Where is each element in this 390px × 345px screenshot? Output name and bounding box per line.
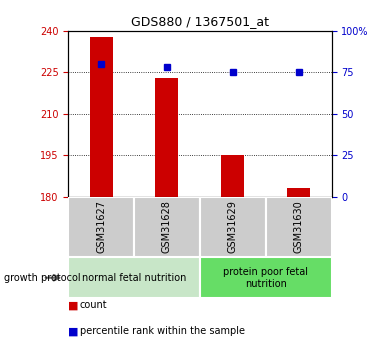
Bar	[68, 197, 134, 257]
Bar	[90, 37, 113, 197]
Text: GSM31628: GSM31628	[162, 200, 172, 253]
Text: ■: ■	[68, 300, 79, 310]
Text: normal fetal nutrition: normal fetal nutrition	[82, 273, 186, 283]
Bar	[134, 197, 200, 257]
Text: protein poor fetal
nutrition: protein poor fetal nutrition	[223, 267, 308, 288]
Text: GDS880 / 1367501_at: GDS880 / 1367501_at	[131, 16, 269, 29]
Text: count: count	[80, 300, 108, 310]
Bar	[287, 188, 310, 197]
Bar	[156, 78, 179, 197]
Bar	[221, 155, 244, 197]
Bar	[68, 257, 200, 298]
Bar	[200, 197, 266, 257]
Bar	[200, 257, 332, 298]
Text: ■: ■	[68, 326, 79, 336]
Bar	[266, 197, 332, 257]
Text: percentile rank within the sample: percentile rank within the sample	[80, 326, 245, 336]
Text: growth protocol: growth protocol	[4, 273, 80, 283]
Text: GSM31630: GSM31630	[294, 200, 303, 253]
Text: GSM31629: GSM31629	[228, 200, 238, 253]
Text: GSM31627: GSM31627	[96, 200, 106, 253]
